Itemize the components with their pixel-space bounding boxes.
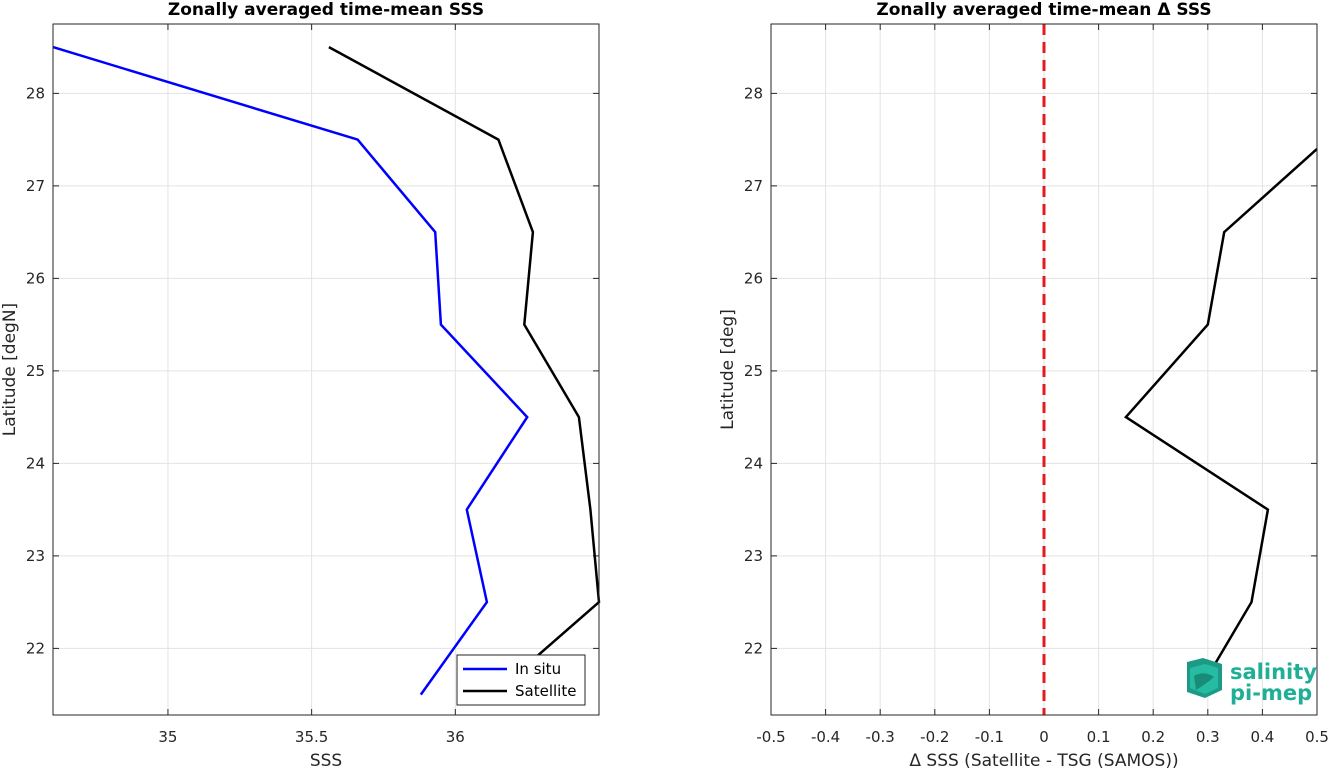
x-tick-label: 0.1 xyxy=(1087,728,1111,746)
x-tick-label: 0.4 xyxy=(1250,728,1274,746)
chart-title: Zonally averaged time-mean Δ SSS xyxy=(876,0,1211,20)
salinity-pimep-logo: salinity pi-mep xyxy=(1187,658,1317,705)
chart-title: Zonally averaged time-mean SSS xyxy=(168,0,484,20)
y-tick-label: 26 xyxy=(26,269,45,287)
y-tick-label: 28 xyxy=(26,84,45,102)
x-tick-label: 0.2 xyxy=(1141,728,1165,746)
x-tick-label: 0.5 xyxy=(1305,728,1329,746)
series-line-satellite xyxy=(328,46,601,664)
y-tick-label: 22 xyxy=(26,639,45,657)
logo-text-line2: pi-mep xyxy=(1230,681,1312,705)
y-tick-label: 28 xyxy=(744,84,763,102)
sss-panel: 35 35.5 36 22 23 24 25 26 27 28 Zonally averaged t… xyxy=(0,0,601,769)
x-tick-label: 36 xyxy=(446,728,465,746)
y-tick-label: 24 xyxy=(26,454,45,472)
y-tick-label: 25 xyxy=(744,362,763,380)
series-line-in-situ xyxy=(52,45,529,696)
legend-label: Satellite xyxy=(515,682,576,700)
y-tick-label: 23 xyxy=(26,547,45,565)
axes-box xyxy=(52,23,600,716)
plot-area xyxy=(53,24,599,715)
series-line-0 xyxy=(1124,147,1318,696)
y-tick-label: 27 xyxy=(26,177,45,195)
y-tick-label: 22 xyxy=(744,639,763,657)
legend-box xyxy=(456,654,586,706)
x-tick-label: 0 xyxy=(1039,728,1049,746)
x-tick-label: 35 xyxy=(158,728,177,746)
axes-box xyxy=(770,23,1318,716)
logo-text-line1: salinity xyxy=(1230,660,1317,684)
x-tick-label: 0.3 xyxy=(1196,728,1220,746)
x-axis-label: SSS xyxy=(310,751,342,769)
y-axis-label: Latitude [deg] xyxy=(718,309,738,430)
x-tick-label: -0.2 xyxy=(920,728,949,746)
x-tick-label: -0.5 xyxy=(756,728,785,746)
x-tick-label: -0.1 xyxy=(975,728,1004,746)
x-tick-label: -0.4 xyxy=(811,728,840,746)
y-axis-label: Latitude [degN] xyxy=(0,303,20,436)
y-tick-label: 25 xyxy=(26,362,45,380)
x-tick-label: 35.5 xyxy=(295,728,328,746)
x-tick-label: -0.3 xyxy=(866,728,895,746)
y-tick-label: 26 xyxy=(744,269,763,287)
y-tick-label: 24 xyxy=(744,454,763,472)
logo-mark-icon xyxy=(1187,658,1222,698)
legend-label: In situ xyxy=(515,660,561,678)
y-tick-label: 23 xyxy=(744,547,763,565)
y-tick-label: 27 xyxy=(744,177,763,195)
delta-sss-panel: -0.5 -0.4 -0.3 -0.2 -0.1 0 0.1 0.2 0.3 0.4 0.5 22 23… xyxy=(718,0,1329,769)
x-axis-label: Δ SSS (Satellite - TSG (SAMOS)) xyxy=(909,751,1178,769)
